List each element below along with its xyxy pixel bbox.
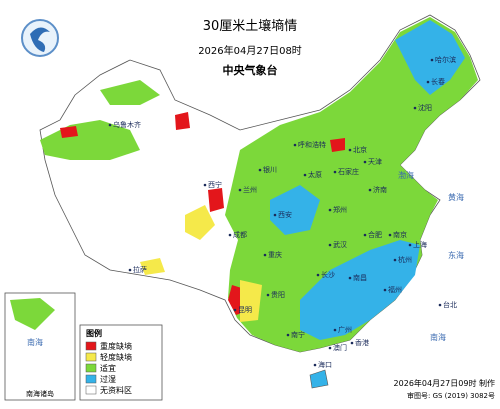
city-label: 呼和浩特	[298, 140, 326, 149]
legend-swatch	[85, 374, 97, 384]
city-label: 台北	[443, 300, 457, 309]
city-dot	[333, 170, 337, 174]
city-dot	[350, 341, 354, 345]
legend-swatch	[85, 341, 97, 351]
inset-label: 南海诸岛	[26, 389, 54, 398]
city-label: 拉萨	[133, 265, 147, 274]
legend-label: 轻度缺墒	[100, 352, 132, 362]
city-dot	[273, 213, 277, 217]
legend-label: 无资料区	[100, 385, 132, 395]
city-label: 银川	[263, 165, 277, 174]
city-label: 西宁	[208, 180, 222, 189]
footer-made: 2026年04月27日09时 制作	[394, 378, 495, 388]
legend-label: 过湿	[100, 374, 116, 384]
city-label: 广州	[338, 325, 352, 334]
city-label: 太原	[308, 170, 322, 179]
city-dot	[430, 58, 434, 62]
city-label: 哈尔滨	[435, 55, 456, 64]
logo	[21, 19, 59, 57]
sea-label: 东海	[448, 250, 464, 260]
city-dot	[348, 148, 352, 152]
city-label: 沈阳	[418, 103, 432, 112]
sea-label: 黄海	[448, 192, 464, 202]
city-label: 重庆	[268, 250, 282, 259]
city-label: 上海	[413, 240, 427, 249]
city-dot	[128, 268, 132, 272]
city-dot	[413, 106, 417, 110]
legend-swatch	[85, 352, 97, 362]
city-dot	[368, 188, 372, 192]
city-dot	[233, 308, 237, 312]
city-dot	[203, 183, 207, 187]
city-label: 石家庄	[338, 167, 359, 176]
city-dot	[438, 303, 442, 307]
city-label: 南昌	[353, 273, 367, 282]
city-dot	[286, 333, 290, 337]
city-label: 南京	[393, 230, 407, 239]
legend-swatch	[85, 385, 97, 395]
city-dot	[293, 143, 297, 147]
city-dot	[333, 328, 337, 332]
city-label: 香港	[355, 338, 369, 347]
city-dot	[408, 243, 412, 247]
issuer: 中央气象台	[223, 63, 278, 77]
title: 30厘米土壤墒情	[203, 18, 298, 34]
city-label: 西安	[278, 210, 292, 219]
sea-label: 南海	[430, 332, 446, 342]
city-label: 海口	[318, 360, 332, 369]
legend-title: 图例	[86, 328, 102, 338]
city-label: 北京	[353, 145, 367, 154]
city-label: 澳门	[333, 343, 347, 352]
legend-swatch	[85, 363, 97, 373]
city-label: 福州	[388, 285, 402, 294]
city-label: 乌鲁木齐	[113, 120, 141, 129]
city-dot	[263, 253, 267, 257]
city-label: 郑州	[333, 206, 347, 214]
city-label: 天津	[368, 158, 382, 166]
legend-label: 重度缺墒	[100, 341, 132, 351]
city-dot	[388, 233, 392, 237]
city-dot	[328, 208, 332, 212]
city-label: 长春	[431, 77, 445, 86]
city-dot	[426, 80, 430, 84]
legend-label: 适宜	[100, 363, 116, 373]
city-label: 贵阳	[271, 290, 285, 299]
city-dot	[328, 346, 332, 350]
city-label: 合肥	[368, 230, 382, 239]
sea-label: 渤海	[398, 170, 414, 180]
city-dot	[303, 173, 307, 177]
city-dot	[363, 160, 367, 164]
city-dot	[238, 188, 242, 192]
city-dot	[228, 233, 232, 237]
city-dot	[258, 168, 262, 172]
city-label: 兰州	[243, 185, 257, 194]
city-dot	[383, 288, 387, 292]
inset-sea-label: 南海	[27, 337, 43, 347]
city-dot	[313, 363, 317, 367]
inset-box: 南海诸岛 南海	[4, 292, 76, 401]
city-dot	[108, 123, 112, 127]
city-dot	[266, 293, 270, 297]
city-dot	[328, 243, 332, 247]
city-dot	[316, 273, 320, 277]
time: 2026年04月27日08时	[198, 44, 302, 57]
moisture-areas	[40, 17, 478, 389]
footer-approval: 审图号: GS (2019) 3082号	[407, 391, 495, 400]
city-dot	[348, 276, 352, 280]
city-label: 长沙	[321, 270, 335, 279]
city-label: 成都	[233, 230, 247, 239]
city-label: 杭州	[398, 255, 412, 264]
city-label: 南宁	[291, 330, 305, 339]
city-dot	[393, 258, 397, 262]
city-label: 济南	[373, 185, 387, 194]
city-dot	[363, 233, 367, 237]
city-label: 昆明	[238, 306, 252, 314]
city-label: 武汉	[333, 240, 347, 249]
